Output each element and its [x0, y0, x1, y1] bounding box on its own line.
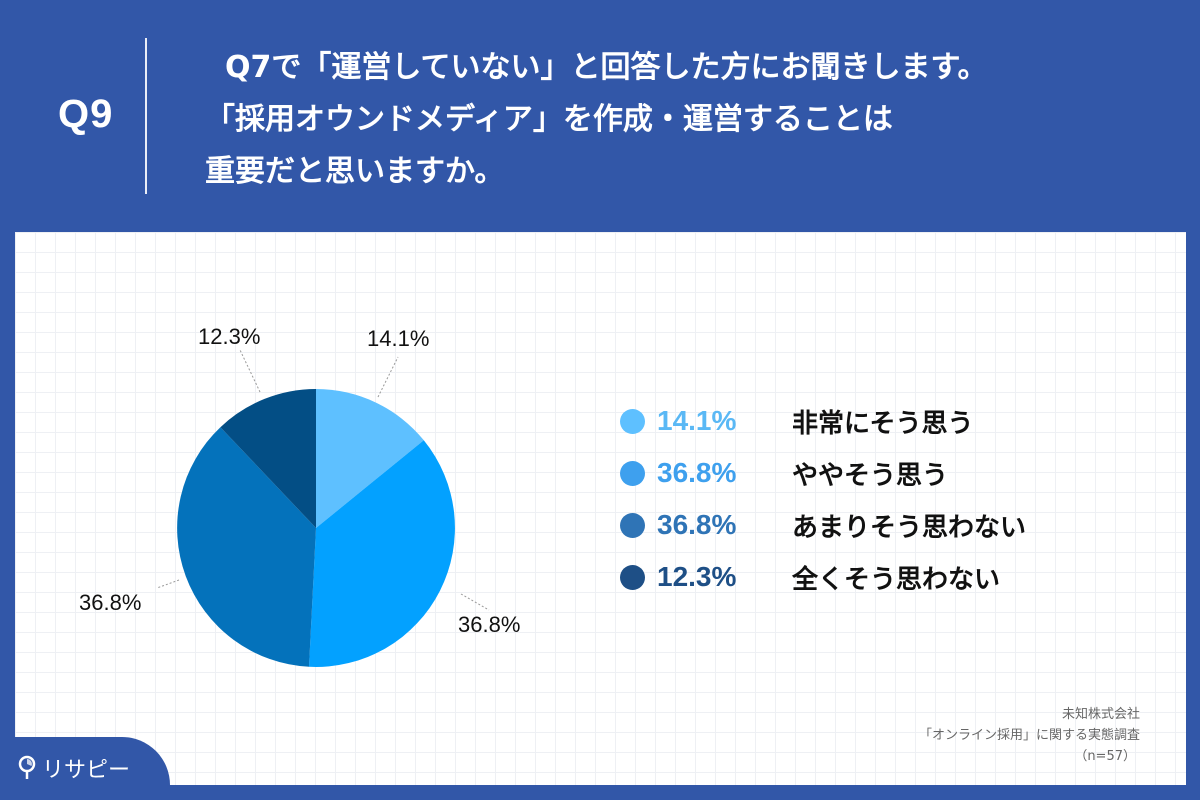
slice-somewhat-agree	[309, 440, 455, 667]
slice-strongly-disagree	[220, 389, 316, 528]
question-title: Q7で「運営していない」と回答した方にお聞きします。 「採用オウンドメディア」を…	[205, 42, 1165, 198]
legend-dot-icon	[620, 460, 645, 486]
legend-label: 全くそう思わない	[792, 564, 1001, 595]
brand-name: リサピー	[42, 758, 131, 783]
legend-item: 14.1% 非常にそう思う	[620, 395, 1026, 447]
logo-tab	[0, 737, 170, 800]
sample-size: （n=57）	[1074, 749, 1136, 764]
pie-label-strongly-agree: 14.1%	[367, 326, 430, 351]
legend-pct: 12.3%	[657, 561, 737, 592]
leader-lines	[156, 349, 490, 611]
legend-pct: 14.1%	[657, 405, 737, 436]
magnifier-pin-icon	[18, 755, 36, 779]
legend-pct: 36.8%	[657, 457, 737, 488]
pie-slices	[177, 389, 455, 667]
source-company: 未知株式会社	[1061, 707, 1140, 722]
header-divider	[145, 38, 147, 194]
legend: 14.1% 非常にそう思う 36.8% ややそう思う 36.8% あまりそう思わ…	[620, 395, 1026, 603]
source-note: 未知株式会社 「オンライン採用」に関する実態調査 （n=57）	[919, 704, 1140, 767]
pie-label-somewhat-agree: 36.8%	[458, 612, 521, 637]
pie-svg	[156, 349, 490, 667]
legend-dot-icon	[620, 564, 645, 590]
chart-panel: 14.1% 36.8% 36.8% 12.3% 14.1% 非常にそう思う 36…	[15, 232, 1186, 785]
legend-dot-icon	[620, 512, 645, 538]
slice-somewhat-disagree	[177, 427, 316, 667]
legend-label: あまりそう思わない	[792, 512, 1027, 543]
title-line-1: Q7で「運営していない」と回答した方にお聞きします。	[225, 50, 988, 85]
legend-pct: 36.8%	[657, 509, 737, 540]
pie-label-somewhat-disagree: 36.8%	[79, 590, 142, 615]
source-survey: 「オンライン採用」に関する実態調査	[918, 728, 1140, 743]
slice-strongly-agree	[316, 389, 424, 528]
legend-dot-icon	[620, 408, 645, 434]
legend-item: 36.8% ややそう思う	[620, 447, 1026, 499]
title-line-2: 「採用オウンドメディア」を作成・運営することは	[205, 102, 893, 137]
pie-label-strongly-disagree: 12.3%	[198, 324, 261, 349]
brand-logo: リサピー	[18, 752, 130, 784]
legend-item: 36.8% あまりそう思わない	[620, 499, 1026, 551]
title-line-3: 重要だと思いますか。	[205, 154, 505, 189]
legend-label: ややそう思う	[792, 460, 949, 491]
legend-label: 非常にそう思う	[792, 408, 974, 439]
header: Q9 Q7で「運営していない」と回答した方にお聞きします。 「採用オウンドメディ…	[0, 0, 1200, 232]
pie-chart: 14.1% 36.8% 36.8% 12.3%	[15, 232, 615, 785]
legend-item: 12.3% 全くそう思わない	[620, 551, 1026, 603]
question-number: Q9	[58, 92, 114, 136]
